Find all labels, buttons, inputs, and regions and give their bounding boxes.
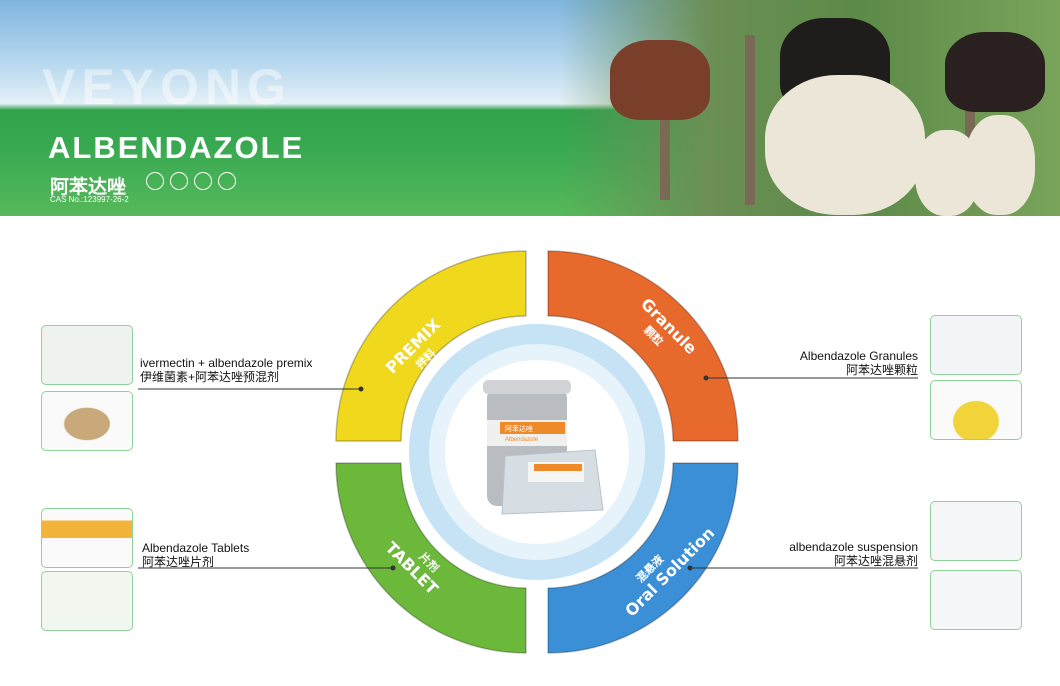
tablet-box-image <box>41 508 133 568</box>
product-name-cn: 阿苯达唑颗粒 <box>845 363 918 377</box>
label-band <box>500 422 565 434</box>
segment-tablet <box>335 462 527 654</box>
pig-icon <box>194 172 212 190</box>
bottle-label-en: Albendazole <box>505 437 539 443</box>
sheep-image <box>965 115 1035 215</box>
product-oral: albendazole suspension 阿苯达唑混悬剂 <box>789 540 918 568</box>
granule-package-image <box>930 315 1022 375</box>
connector-dot <box>703 375 709 381</box>
product-name-en: ivermectin + albendazole premix <box>140 356 313 370</box>
granule-powder-image <box>930 380 1022 440</box>
product-title-cn: 阿苯达唑 <box>50 177 127 198</box>
product-name-en: albendazole suspension <box>789 540 918 554</box>
tablet-jar-image <box>41 571 133 631</box>
bottle-label-cn: 阿苯达唑 <box>505 424 533 433</box>
product-granule: Albendazole Granules 阿苯达唑颗粒 <box>800 349 918 377</box>
bag-label-band <box>534 464 582 471</box>
brand-watermark: VEYONG <box>42 59 292 115</box>
segment-premix <box>335 250 527 442</box>
cattle-icon <box>146 172 164 190</box>
product-premix: ivermectin + albendazole premix 伊维菌素+阿苯达… <box>140 356 312 384</box>
header-banner: VEYONG ALBENDAZOLE 阿苯达唑 CAS No.:123997-2… <box>0 0 1060 216</box>
cas-number: CAS No.:123997-26-2 <box>50 195 129 204</box>
product-name-en: Albendazole Tablets <box>142 541 250 555</box>
product-name-cn: 阿苯达唑混悬剂 <box>833 554 918 568</box>
product-name-en: Albendazole Granules <box>799 349 918 363</box>
poultry-icon <box>218 172 236 190</box>
segment-oral <box>547 462 739 654</box>
suspension-bottle-image <box>930 570 1022 630</box>
cow-image <box>945 32 1045 112</box>
bottle-lid <box>483 380 571 394</box>
suspension-bottles-image <box>930 501 1022 561</box>
connector-dot <box>687 565 693 571</box>
product-title: ALBENDAZOLE <box>48 130 305 165</box>
animal-icons <box>146 172 236 190</box>
product-tablet: Albendazole Tablets 阿苯达唑片剂 <box>142 541 249 569</box>
connector-dot <box>358 386 364 392</box>
connector-dot <box>390 565 396 571</box>
segment-granule <box>547 250 739 442</box>
fence-post <box>660 40 670 200</box>
product-name-cn: 伊维菌素+阿苯达唑预混剂 <box>140 370 280 384</box>
cow-image <box>610 40 710 120</box>
fence-post <box>745 35 755 205</box>
premix-package-image <box>41 325 133 385</box>
sheep-image <box>765 75 925 215</box>
premix-powder-image <box>41 391 133 451</box>
sheep-icon <box>170 172 188 190</box>
product-name-cn: 阿苯达唑片剂 <box>142 555 215 569</box>
